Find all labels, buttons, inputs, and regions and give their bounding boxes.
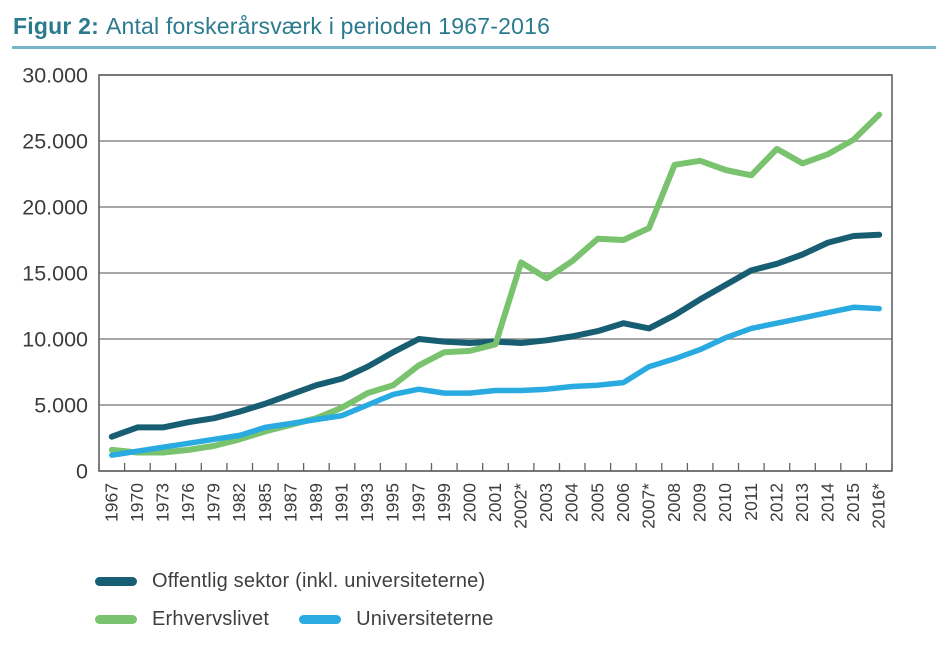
legend-swatch-erhvervslivet xyxy=(95,615,137,624)
x-tick-label: 1967 xyxy=(101,483,121,522)
legend-label-offentlig-sektor: Offentlig sektor (inkl. universiteterne) xyxy=(152,570,486,592)
x-tick-label: 2016* xyxy=(869,483,889,529)
x-tick-label: 1970 xyxy=(127,483,147,522)
x-tick-label: 1979 xyxy=(204,483,224,522)
chart-legend: Offentlig sektor (inkl. universiteterne)… xyxy=(95,570,494,646)
x-tick-label: 2005 xyxy=(587,483,607,522)
x-tick-label: 2014 xyxy=(818,483,838,522)
legend-swatch-universiteterne xyxy=(299,615,342,624)
y-tick-label: 10.000 xyxy=(22,328,88,352)
legend-label-erhvervslivet: Erhvervslivet xyxy=(152,608,270,630)
x-tick-label: 2006 xyxy=(613,483,633,522)
x-tick-label: 2010 xyxy=(715,483,735,522)
x-tick-label: 1999 xyxy=(434,483,454,522)
x-tick-label: 1997 xyxy=(408,483,428,522)
x-tick-label: 2011 xyxy=(741,483,761,521)
y-tick-label: 0 xyxy=(76,460,88,484)
legend-row-2: Erhvervslivet Universiteterne xyxy=(95,608,494,631)
x-tick-label: 2008 xyxy=(664,483,684,522)
x-tick-label: 1991 xyxy=(332,483,352,522)
x-tick-label: 1976 xyxy=(178,483,198,522)
x-tick-label: 1987 xyxy=(280,483,300,522)
legend-item-erhvervslivet: Erhvervslivet xyxy=(95,608,269,631)
series-line-1 xyxy=(108,111,883,456)
x-tick-label: 1993 xyxy=(357,483,377,522)
x-tick-label: 2001 xyxy=(485,483,505,522)
y-tick-label: 30.000 xyxy=(22,64,88,88)
figure-title-text: Antal forskerårsværk i perioden 1967-201… xyxy=(105,13,551,39)
y-tick-label: 25.000 xyxy=(22,130,88,154)
y-tick-label: 5.000 xyxy=(34,394,88,418)
legend-item-offentlig-sektor: Offentlig sektor (inkl. universiteterne) xyxy=(95,570,485,593)
x-tick-label: 2012 xyxy=(766,483,786,522)
x-tick-label: 1985 xyxy=(255,483,275,522)
plot-border xyxy=(98,74,893,472)
x-tick-label: 1973 xyxy=(153,483,173,522)
x-tick-label: 2002* xyxy=(511,483,531,529)
figure-title: Figur 2: Antal forskerårsværk i perioden … xyxy=(13,13,550,40)
legend-swatch-offentlig-sektor xyxy=(95,577,137,586)
x-tick-label: 2007* xyxy=(639,483,659,529)
x-tick-label: 1982 xyxy=(229,483,249,522)
y-tick-label: 15.000 xyxy=(22,262,88,286)
x-tick-label: 2015 xyxy=(843,483,863,522)
x-tick-label: 1989 xyxy=(306,483,326,522)
x-tick-label: 1995 xyxy=(383,483,403,522)
legend-item-universiteterne: Universiteterne xyxy=(299,608,494,631)
legend-label-universiteterne: Universiteterne xyxy=(356,608,494,630)
series-line-2 xyxy=(109,304,882,458)
x-tick-label: 2013 xyxy=(792,483,812,522)
title-underline xyxy=(12,46,936,49)
legend-row-1: Offentlig sektor (inkl. universiteterne) xyxy=(95,570,494,593)
x-tick-label: 2004 xyxy=(562,483,582,522)
x-tick-label: 2000 xyxy=(459,483,479,522)
y-tick-label: 20.000 xyxy=(22,196,88,220)
x-tick-label: 2003 xyxy=(536,483,556,522)
figure-title-prefix: Figur 2: xyxy=(13,13,99,39)
x-tick-label: 2009 xyxy=(690,483,710,522)
